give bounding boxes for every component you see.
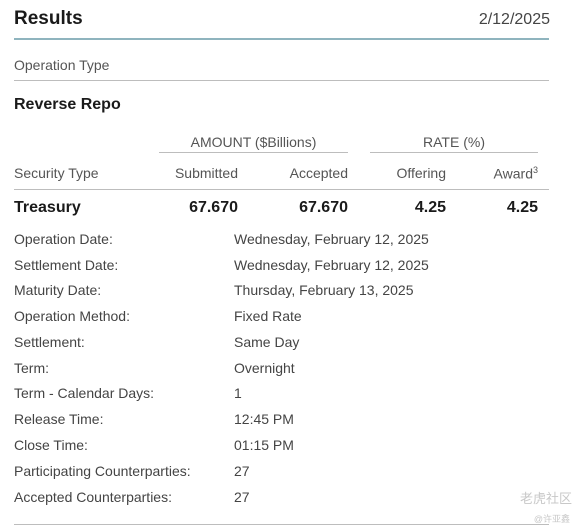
row-offering: 4.25 — [414, 199, 446, 216]
detail-label-accepted-counterparties: Accepted Counterparties: — [14, 489, 172, 505]
row-accepted: 67.670 — [299, 199, 348, 216]
detail-label-settlement-date: Settlement Date: — [14, 257, 119, 273]
header-divider — [14, 38, 549, 40]
section-title: Reverse Repo — [14, 96, 121, 113]
table-header-divider — [14, 189, 549, 190]
col-header-security-type: Security Type — [14, 165, 99, 181]
detail-label-release-time: Release Time: — [14, 411, 104, 427]
detail-value-close-time: 01:15 PM — [234, 437, 294, 453]
col-header-offering: Offering — [396, 165, 446, 181]
detail-label-operation-method: Operation Method: — [14, 308, 130, 324]
footer-divider — [14, 524, 549, 525]
operation-type-label: Operation Type — [14, 57, 110, 73]
detail-label-operation-date: Operation Date: — [14, 231, 113, 247]
detail-label-term: Term: — [14, 360, 49, 376]
row-submitted: 67.670 — [189, 199, 238, 216]
col-header-award: Award3 — [438, 165, 538, 182]
row-award: 4.25 — [506, 199, 538, 216]
detail-value-settlement-date: Wednesday, February 12, 2025 — [234, 257, 429, 273]
results-title: Results — [14, 8, 83, 29]
detail-label-close-time: Close Time: — [14, 437, 88, 453]
amount-group-header: AMOUNT ($Billions) — [190, 134, 317, 150]
detail-value-term-calendar-days: 1 — [234, 385, 242, 401]
detail-value-term: Overnight — [234, 360, 295, 376]
detail-value-operation-method: Fixed Rate — [234, 308, 302, 324]
watermark-handle: @许亚鑫 — [533, 514, 570, 524]
rate-group-underline — [370, 152, 538, 153]
col-header-accepted: Accepted — [289, 165, 348, 181]
detail-value-settlement: Same Day — [234, 334, 300, 350]
detail-value-participating-counterparties: 27 — [234, 463, 250, 479]
detail-value-accepted-counterparties: 27 — [234, 489, 250, 505]
col-header-award-label: Award — [493, 165, 533, 182]
results-date: 2/12/2025 — [478, 11, 550, 28]
col-header-submitted: Submitted — [174, 165, 238, 181]
row-security-type: Treasury — [14, 199, 81, 216]
detail-value-operation-date: Wednesday, February 12, 2025 — [234, 231, 429, 247]
amount-group-underline — [159, 152, 348, 153]
detail-label-maturity-date: Maturity Date: — [14, 282, 102, 298]
detail-label-settlement: Settlement: — [14, 334, 85, 350]
watermark-logo: 老虎社区 — [519, 491, 572, 506]
rate-group-header: RATE (%) — [423, 134, 485, 150]
detail-value-maturity-date: Thursday, February 13, 2025 — [234, 282, 414, 298]
operation-type-divider — [14, 80, 549, 81]
detail-value-release-time: 12:45 PM — [234, 411, 294, 427]
detail-label-term-calendar-days: Term - Calendar Days: — [14, 385, 155, 401]
detail-label-participating-counterparties: Participating Counterparties: — [14, 463, 191, 479]
col-header-award-footnote: 3 — [532, 165, 538, 175]
